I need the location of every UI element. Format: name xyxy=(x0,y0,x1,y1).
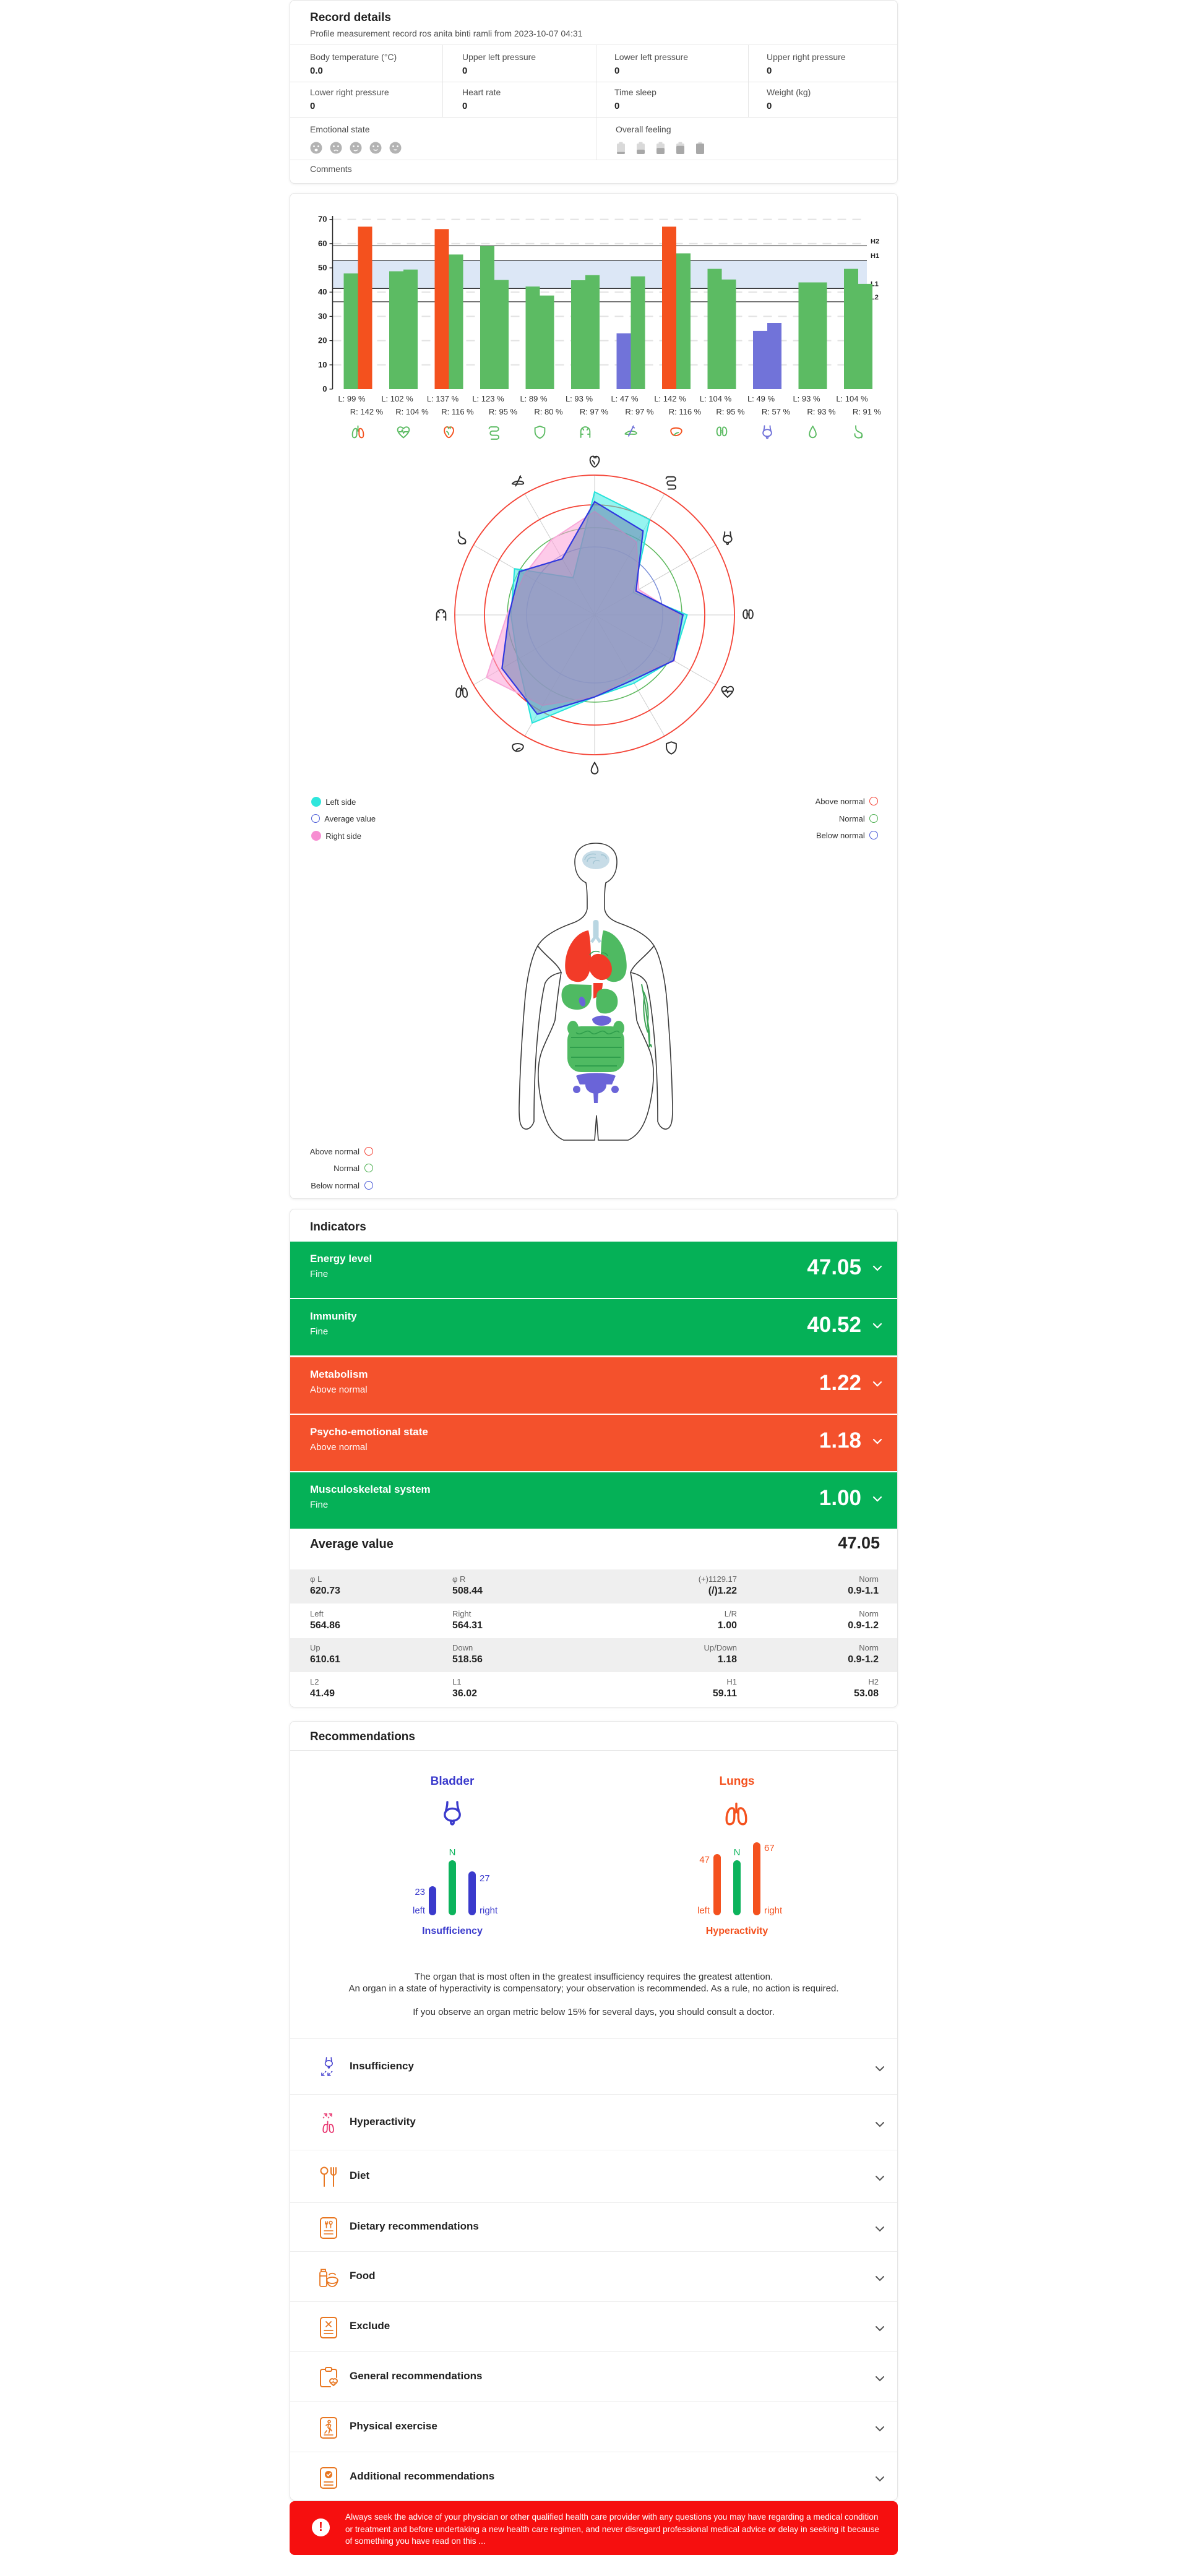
svg-text:L: 104 %: L: 104 % xyxy=(700,394,732,403)
svg-text:H1: H1 xyxy=(871,252,879,260)
svg-text:N: N xyxy=(449,1847,456,1858)
svg-text:L: 47 %: L: 47 % xyxy=(611,394,639,403)
svg-text:23: 23 xyxy=(415,1887,425,1897)
svg-text:L: 142 %: L: 142 % xyxy=(654,394,686,403)
svg-text:L: 99 %: L: 99 % xyxy=(338,394,366,403)
svg-text:L: 49 %: L: 49 % xyxy=(747,394,775,403)
svg-text:L: 89 %: L: 89 % xyxy=(520,394,548,403)
svg-text:right: right xyxy=(764,1905,783,1916)
svg-text:R: 95 %: R: 95 % xyxy=(716,407,745,416)
svg-text:R: 104 %: R: 104 % xyxy=(395,407,429,416)
svg-text:L1: L1 xyxy=(871,280,879,288)
svg-text:R: 57 %: R: 57 % xyxy=(762,407,791,416)
svg-text:R: 95 %: R: 95 % xyxy=(489,407,518,416)
svg-text:H2: H2 xyxy=(871,238,879,245)
svg-text:R: 93 %: R: 93 % xyxy=(807,407,836,416)
svg-text:right: right xyxy=(480,1905,498,1916)
svg-text:R: 80 %: R: 80 % xyxy=(534,407,563,416)
svg-text:0: 0 xyxy=(322,384,327,393)
svg-text:R: 142 %: R: 142 % xyxy=(350,407,384,416)
svg-text:L: 123 %: L: 123 % xyxy=(472,394,504,403)
svg-text:N: N xyxy=(734,1847,741,1858)
svg-text:R: 116 %: R: 116 % xyxy=(441,407,474,416)
svg-text:L: 102 %: L: 102 % xyxy=(381,394,413,403)
svg-text:L2: L2 xyxy=(871,294,879,301)
svg-text:R: 91 %: R: 91 % xyxy=(853,407,882,416)
svg-text:30: 30 xyxy=(318,311,327,320)
svg-text:27: 27 xyxy=(480,1873,490,1884)
svg-text:L: 93 %: L: 93 % xyxy=(566,394,593,403)
svg-text:40: 40 xyxy=(318,287,327,296)
svg-text:R: 97 %: R: 97 % xyxy=(580,407,609,416)
svg-text:20: 20 xyxy=(318,336,327,345)
svg-text:left: left xyxy=(413,1905,426,1916)
svg-text:L: 104 %: L: 104 % xyxy=(836,394,868,403)
svg-text:60: 60 xyxy=(318,239,327,248)
svg-text:L: 137 %: L: 137 % xyxy=(427,394,459,403)
svg-text:10: 10 xyxy=(318,360,327,369)
svg-text:47: 47 xyxy=(699,1855,710,1865)
svg-text:67: 67 xyxy=(764,1843,775,1853)
svg-text:R: 116 %: R: 116 % xyxy=(669,407,702,416)
svg-text:L: 93 %: L: 93 % xyxy=(793,394,820,403)
svg-text:50: 50 xyxy=(318,263,327,272)
svg-text:R: 97 %: R: 97 % xyxy=(625,407,654,416)
svg-text:left: left xyxy=(697,1905,710,1916)
svg-text:70: 70 xyxy=(318,215,327,224)
